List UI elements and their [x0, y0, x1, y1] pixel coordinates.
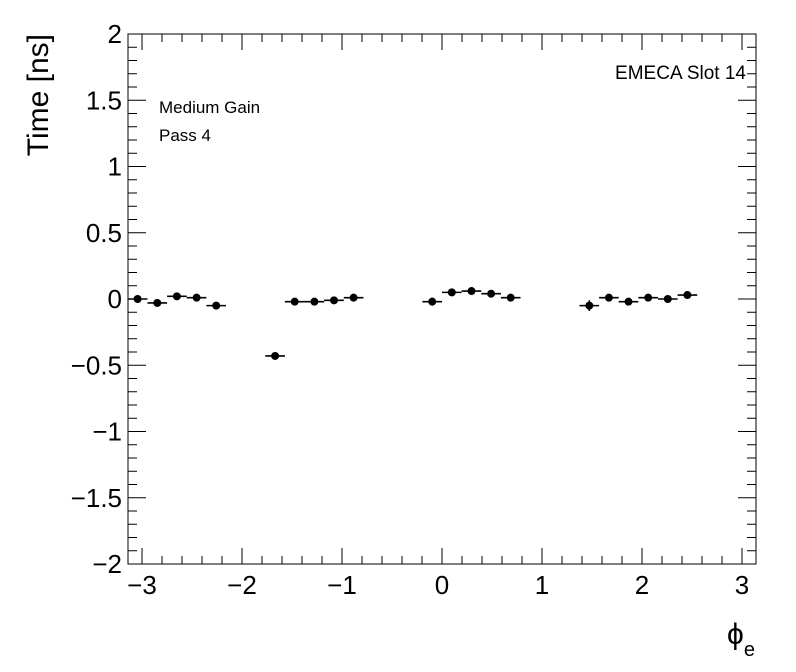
data-point	[153, 298, 162, 307]
data-point	[604, 293, 613, 302]
y-tick-label: 0.5	[86, 218, 122, 248]
tick-labels: −3 −2 −1 0 1 2 3−2−1.5−1−0.500.511.52	[71, 19, 750, 600]
data-point	[624, 297, 633, 306]
data-point	[172, 292, 181, 301]
y-tick-label: 1	[108, 152, 122, 182]
annotation-pass: Pass 4	[159, 126, 211, 145]
data-point	[663, 295, 672, 303]
data-points	[127, 287, 698, 360]
data-point	[290, 297, 299, 306]
data-point	[271, 351, 280, 360]
x-tick-label: 3	[735, 570, 749, 600]
data-point	[330, 296, 338, 305]
x-tick-label: 2	[635, 570, 649, 600]
data-point	[644, 293, 653, 302]
data-point	[585, 301, 594, 310]
y-tick-label: 2	[108, 19, 122, 49]
x-tick-label: 0	[435, 570, 449, 600]
axis-ticks	[128, 33, 756, 565]
data-point	[467, 287, 476, 296]
y-tick-label: −1.5	[71, 483, 122, 513]
data-point	[310, 297, 319, 306]
x-tick-label: 1	[535, 570, 549, 600]
y-tick-label: −2	[92, 549, 122, 579]
data-point	[506, 293, 515, 302]
x-axis-label: ϕe	[727, 618, 755, 661]
annotation-gain: Medium Gain	[159, 98, 260, 117]
y-axis-label: Time [ns]	[22, 34, 55, 156]
y-tick-label: 0	[108, 284, 122, 314]
data-point	[192, 293, 201, 302]
data-point	[133, 295, 142, 303]
x-tick-label: −3	[127, 570, 157, 600]
y-tick-label: −1	[92, 417, 122, 447]
data-point	[349, 293, 358, 302]
data-point	[428, 297, 437, 306]
x-tick-label: −1	[327, 570, 357, 600]
y-tick-label: −0.5	[71, 350, 122, 380]
data-point	[683, 291, 692, 300]
x-axis-label-subscript: e	[744, 639, 755, 661]
x-tick-label: −2	[227, 570, 257, 600]
data-point	[447, 288, 456, 297]
y-tick-label: 1.5	[86, 85, 122, 115]
data-point	[212, 301, 221, 310]
x-axis-label-main: ϕ	[727, 618, 744, 651]
data-point	[487, 289, 496, 298]
corner-label: EMECA Slot 14	[615, 63, 746, 84]
